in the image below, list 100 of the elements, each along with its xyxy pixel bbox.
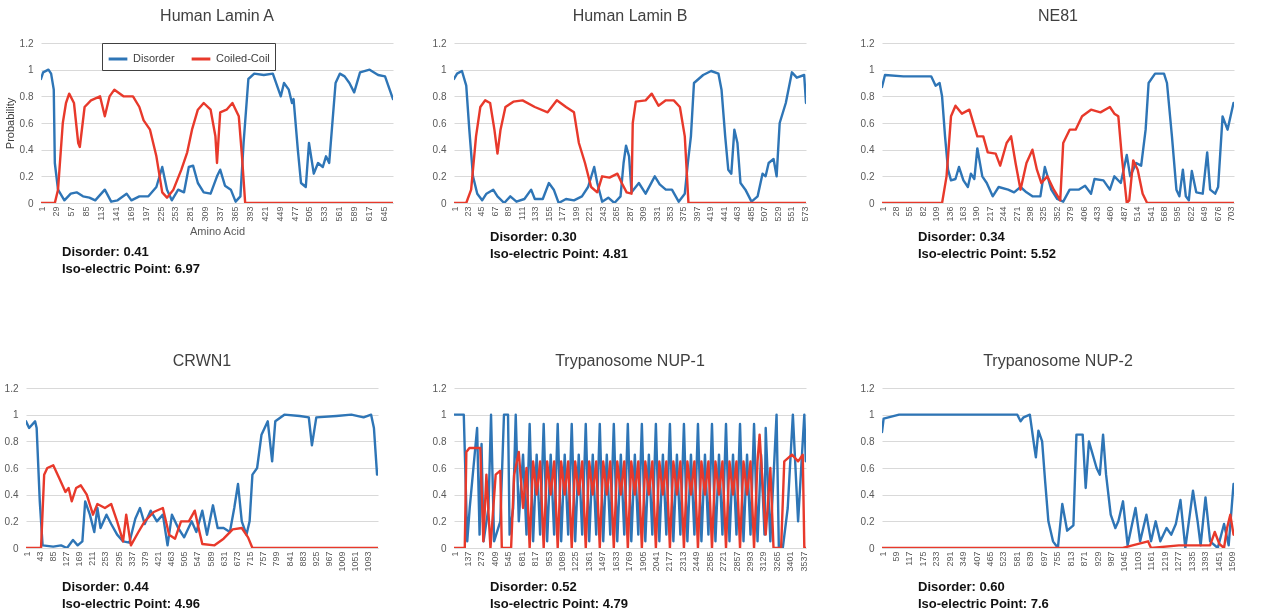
y-tick-label: 0 [868, 542, 875, 554]
x-axis-title: Amino Acid [189, 224, 246, 237]
x-tick-label: 331 [651, 206, 662, 222]
x-tick-label: 67 [489, 206, 500, 217]
x-tick-label: 883 [297, 551, 308, 567]
x-tick-label: 433 [1091, 206, 1102, 222]
x-tick-label: 337 [126, 551, 137, 567]
x-tick-label: 953 [543, 551, 554, 567]
x-tick-label: 1 [36, 206, 47, 212]
x-tick-label: 225 [155, 206, 166, 222]
x-tick-label: 59 [890, 551, 901, 562]
x-tick-label: 89 [503, 206, 514, 217]
x-tick-label: 155 [543, 206, 554, 222]
x-tick-label: 85 [81, 206, 92, 217]
y-tick-label: 0.2 [4, 515, 19, 527]
x-tick-label: 925 [310, 551, 321, 567]
x-tick-label: 676 [1212, 206, 1223, 222]
x-tick-label: 287 [624, 206, 635, 222]
line-series [26, 413, 378, 548]
line-series [454, 92, 806, 203]
x-tick-label: 639 [1025, 551, 1036, 567]
x-tick-label: 1509 [1226, 551, 1237, 572]
chart-title: CRWN1 [172, 352, 232, 369]
x-tick-label: 449 [274, 206, 285, 222]
y-tick-label: 0.6 [860, 462, 875, 474]
text: Disorder: 0.44 [62, 578, 150, 595]
x-tick-label: 545 [503, 551, 514, 567]
x-tick-label: 113 [96, 206, 107, 221]
x-tick-label: 929 [1092, 551, 1103, 567]
x-tick-label: 817 [530, 551, 541, 567]
x-tick-label: 573 [799, 206, 810, 222]
x-tick-label: 163 [957, 206, 968, 222]
x-tick-label: 1769 [624, 551, 635, 572]
x-tick-label: 1089 [556, 551, 567, 572]
y-tick-label: 1 [440, 409, 447, 421]
x-tick-label: 561 [334, 206, 345, 222]
x-tick-label: 221 [584, 206, 595, 222]
y-tick-label: 0.2 [860, 515, 875, 527]
x-tick-label: 211 [87, 551, 98, 566]
text: Iso-electric Point: 4.96 [62, 595, 201, 611]
x-tick-label: 57 [66, 206, 77, 217]
x-tick-label: 755 [1052, 551, 1063, 567]
x-tick-label: 1161 [1146, 551, 1157, 571]
x-tick-label: 1361 [583, 551, 594, 572]
x-tick-label: 273 [476, 551, 487, 567]
x-tick-label: 681 [516, 551, 527, 567]
y-tick-label: 0.8 [432, 90, 447, 102]
line-series [454, 69, 806, 203]
y-tick-label: 0.2 [432, 515, 447, 527]
y-tick-label: 0.4 [19, 144, 34, 156]
text: Disorder: 0.34 [918, 228, 1006, 245]
x-tick-label: 111 [516, 206, 527, 221]
x-tick-label: 715 [245, 551, 256, 567]
x-tick-label: 1905 [637, 551, 648, 572]
y-tick-label: 1.2 [432, 382, 447, 394]
chart-title: Trypanosome NUP-2 [983, 352, 1133, 369]
y-tick-label: 0.6 [432, 117, 447, 129]
x-tick-label: 199 [570, 206, 581, 222]
y-tick-label: 0.4 [860, 489, 875, 501]
x-tick-label: 82 [917, 206, 928, 217]
x-tick-label: 485 [745, 206, 756, 222]
x-tick-label: 2041 [650, 551, 661, 572]
line-series [26, 464, 378, 548]
x-tick-label: 1335 [1186, 551, 1197, 572]
x-tick-label: 1 [449, 551, 460, 557]
x-tick-label: 581 [1011, 551, 1022, 567]
x-tick-label: 1045 [1119, 551, 1130, 572]
x-tick-label: 541 [1145, 206, 1156, 222]
chart-title: NE81 [1037, 7, 1079, 24]
x-tick-label: 365 [230, 206, 241, 222]
x-tick-label: 217 [984, 206, 995, 222]
x-tick-label: 23 [462, 206, 473, 217]
text: Disorder: 0.60 [918, 578, 1006, 595]
y-tick-label: 0.4 [4, 489, 19, 501]
text: Iso-electric Point: 4.81 [490, 245, 629, 262]
x-tick-label: 1497 [597, 551, 608, 572]
x-tick-label: 169 [74, 551, 85, 567]
x-tick-label: 244 [998, 206, 1009, 222]
x-tick-label: 375 [678, 206, 689, 222]
y-tick-label: 0.6 [19, 117, 34, 129]
x-tick-label: 1 [877, 206, 888, 212]
x-tick-label: 617 [364, 206, 375, 222]
x-tick-label: 589 [205, 551, 216, 567]
x-tick-label: 2177 [664, 551, 675, 572]
x-tick-label: 523 [998, 551, 1009, 567]
y-tick-label: 1.2 [860, 37, 875, 49]
x-tick-label: 127 [60, 551, 71, 567]
chart-title: Human Lamin A [160, 7, 275, 24]
x-tick-label: 505 [179, 551, 190, 567]
x-tick-label: 1633 [610, 551, 621, 572]
y-tick-label: 0 [440, 197, 447, 209]
x-tick-label: 253 [100, 551, 111, 567]
x-tick-label: 529 [772, 206, 783, 222]
y-tick-label: 0.2 [860, 170, 875, 182]
text: Disorder: 0.52 [490, 578, 578, 595]
y-tick-label: 1 [12, 409, 19, 421]
y-tick-label: 0 [868, 197, 875, 209]
x-tick-label: 325 [1038, 206, 1049, 222]
x-tick-label: 243 [597, 206, 608, 222]
x-tick-label: 841 [284, 551, 295, 567]
